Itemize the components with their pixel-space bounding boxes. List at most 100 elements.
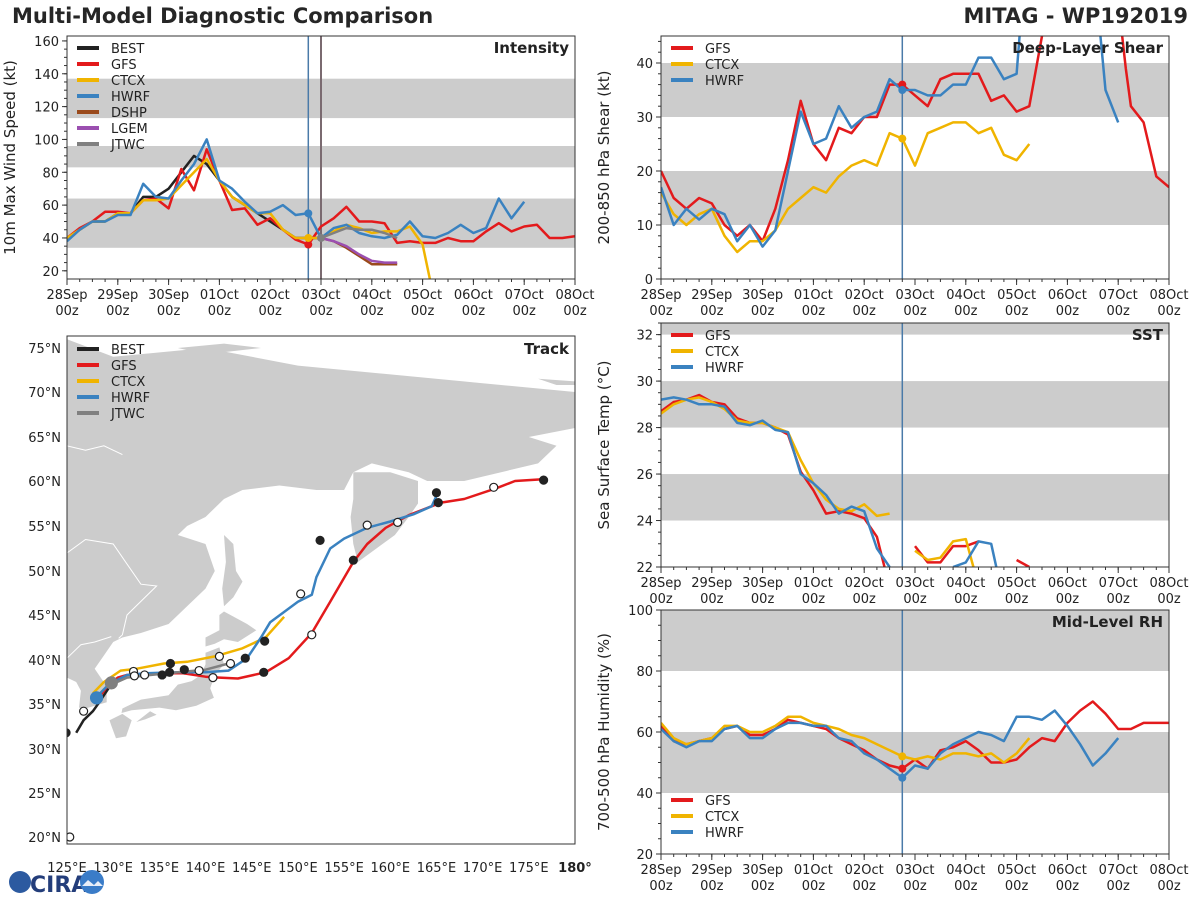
track-point-hwrf — [315, 535, 325, 546]
track-point-ctcx — [260, 636, 270, 646]
track-point-hwrf — [431, 488, 442, 498]
x-tick-label-date: 28Sep — [640, 863, 681, 878]
y-tick-label: 20 — [636, 848, 653, 863]
panel-track: 20°N 25°N 30°N 35°N 40°N 45°N 50°N 55°N 60°N 65°N… — [28, 335, 592, 876]
y-tick-label: 20 — [42, 265, 59, 280]
track-point-gfs — [433, 498, 443, 508]
plot-frame — [66, 335, 576, 845]
x-tick-label-hour: 00z — [1056, 879, 1080, 894]
x-tick-label-hour: 00z — [1005, 304, 1029, 319]
legend-label-hwrf: HWRF — [111, 90, 150, 105]
figure-title: Multi-Model Diagnostic Comparison — [12, 4, 434, 28]
x-tick-label-hour: 00z — [1157, 879, 1181, 894]
track-point-hwrf — [362, 520, 372, 530]
x-tick-label-date: 30Sep — [742, 863, 783, 878]
threshold-band — [661, 474, 1169, 521]
x-tick-label-hour: 00z — [1107, 879, 1131, 894]
country-border — [67, 445, 123, 456]
series-line-hwrf — [67, 138, 526, 243]
x-tick-label-date: 01Oct — [200, 288, 239, 303]
land-polygon — [222, 535, 243, 607]
legend-label-best: BEST — [111, 343, 144, 358]
track-point-jtwc — [179, 665, 189, 675]
x-tick-label-date: 01Oct — [794, 863, 833, 878]
lon-tick-label: 175°E — [509, 861, 549, 876]
x-tick-label-hour: 00z — [563, 304, 587, 319]
y-tick-label: 10 — [636, 219, 653, 234]
marker-gfs — [898, 764, 907, 773]
legend-label-gfs: GFS — [705, 42, 731, 57]
y-tick-label: 80 — [42, 166, 59, 181]
track-point-ctcx — [165, 658, 176, 669]
marker-ctcx — [898, 752, 907, 761]
x-tick-label-date: 03Oct — [895, 288, 934, 303]
track-point-gfs — [538, 475, 549, 485]
lon-tick-label: 125°E — [47, 861, 87, 876]
series-line-jtwc — [320, 226, 398, 240]
x-tick-label-date: 06Oct — [1048, 288, 1087, 303]
x-tick-label-date: 29Sep — [691, 576, 732, 591]
marker-ctcx — [898, 134, 907, 143]
x-tick-label-date: 30Sep — [148, 288, 189, 303]
x-tick-label-date: 04Oct — [352, 288, 391, 303]
panel-title: Mid-Level RH — [1052, 613, 1163, 631]
track-point-ctcx — [214, 651, 224, 662]
track-point-hwrf — [164, 667, 175, 677]
x-tick-label-date: 02Oct — [845, 576, 884, 591]
panel-rh: 2040608010028Sep00z29Sep00z30Sep00z01Oct… — [595, 604, 1189, 894]
y-tick-label: 160 — [34, 35, 59, 50]
x-tick-label-hour: 00z — [802, 304, 826, 319]
track-point-jtwc — [104, 676, 118, 690]
x-tick-label-hour: 00z — [513, 304, 537, 319]
x-tick-label-date: 08Oct — [1149, 288, 1188, 303]
y-tick-label: 0 — [645, 273, 653, 288]
y-tick-label: 32 — [636, 329, 653, 344]
track-point-gfs — [208, 672, 218, 683]
y-tick-label: 60 — [42, 199, 59, 214]
land-polygon — [121, 647, 224, 713]
x-tick-label-hour: 00z — [903, 879, 927, 894]
y-tick-label: 22 — [636, 561, 653, 576]
panel-intensity: 2040608010012014016028Sep00z29Sep00z30Se… — [1, 35, 595, 319]
legend-label-gfs: GFS — [705, 794, 731, 809]
threshold-band — [661, 381, 1169, 428]
x-tick-label-date: 08Oct — [1149, 576, 1188, 591]
track-point-hwrf — [139, 670, 150, 680]
x-tick-label-date: 06Oct — [1048, 576, 1087, 591]
x-tick-label-date: 30Sep — [742, 576, 783, 591]
lon-tick-label: 150°E — [278, 861, 318, 876]
marker-hwrf — [304, 209, 313, 218]
x-tick-label-date: 02Oct — [845, 288, 884, 303]
x-tick-label-date: 30Sep — [742, 288, 783, 303]
series-group — [661, 393, 1030, 567]
marker-hwrf — [898, 86, 907, 94]
series-line-ctcx — [661, 715, 1031, 764]
x-tick-label-date: 02Oct — [251, 288, 290, 303]
y-tick-label: 24 — [636, 515, 653, 530]
x-tick-label-hour: 00z — [1056, 592, 1080, 607]
x-tick-label-hour: 00z — [649, 304, 673, 319]
x-tick-label-date: 28Sep — [640, 288, 681, 303]
y-tick-label: 30 — [636, 111, 653, 126]
series-line-ctcx — [661, 121, 1031, 254]
x-tick-label-date: 01Oct — [794, 576, 833, 591]
y-axis-label: 700-500 hPa Humidity (%) — [595, 633, 613, 831]
lon-tick-label: 130°E — [93, 861, 133, 876]
x-tick-label-hour: 00z — [259, 304, 283, 319]
track-point-hwrf — [194, 665, 204, 676]
panel-title: SST — [1132, 326, 1164, 344]
marker-gfs — [304, 240, 313, 249]
x-tick-label-hour: 00z — [649, 879, 673, 894]
x-tick-label-date: 29Sep — [691, 863, 732, 878]
marker-jtwc — [317, 233, 325, 242]
x-tick-label-hour: 00z — [157, 304, 181, 319]
lat-tick-label: 50°N — [28, 565, 61, 580]
x-tick-label-date: 03Oct — [895, 576, 934, 591]
y-tick-label: 28 — [636, 422, 653, 437]
x-tick-label-hour: 00z — [853, 304, 877, 319]
track-point-hwrf — [240, 653, 250, 663]
lat-tick-label: 60°N — [28, 475, 61, 490]
track-point-hwrf — [296, 589, 306, 599]
x-tick-label-hour: 00z — [903, 592, 927, 607]
y-tick-label: 20 — [636, 165, 653, 180]
